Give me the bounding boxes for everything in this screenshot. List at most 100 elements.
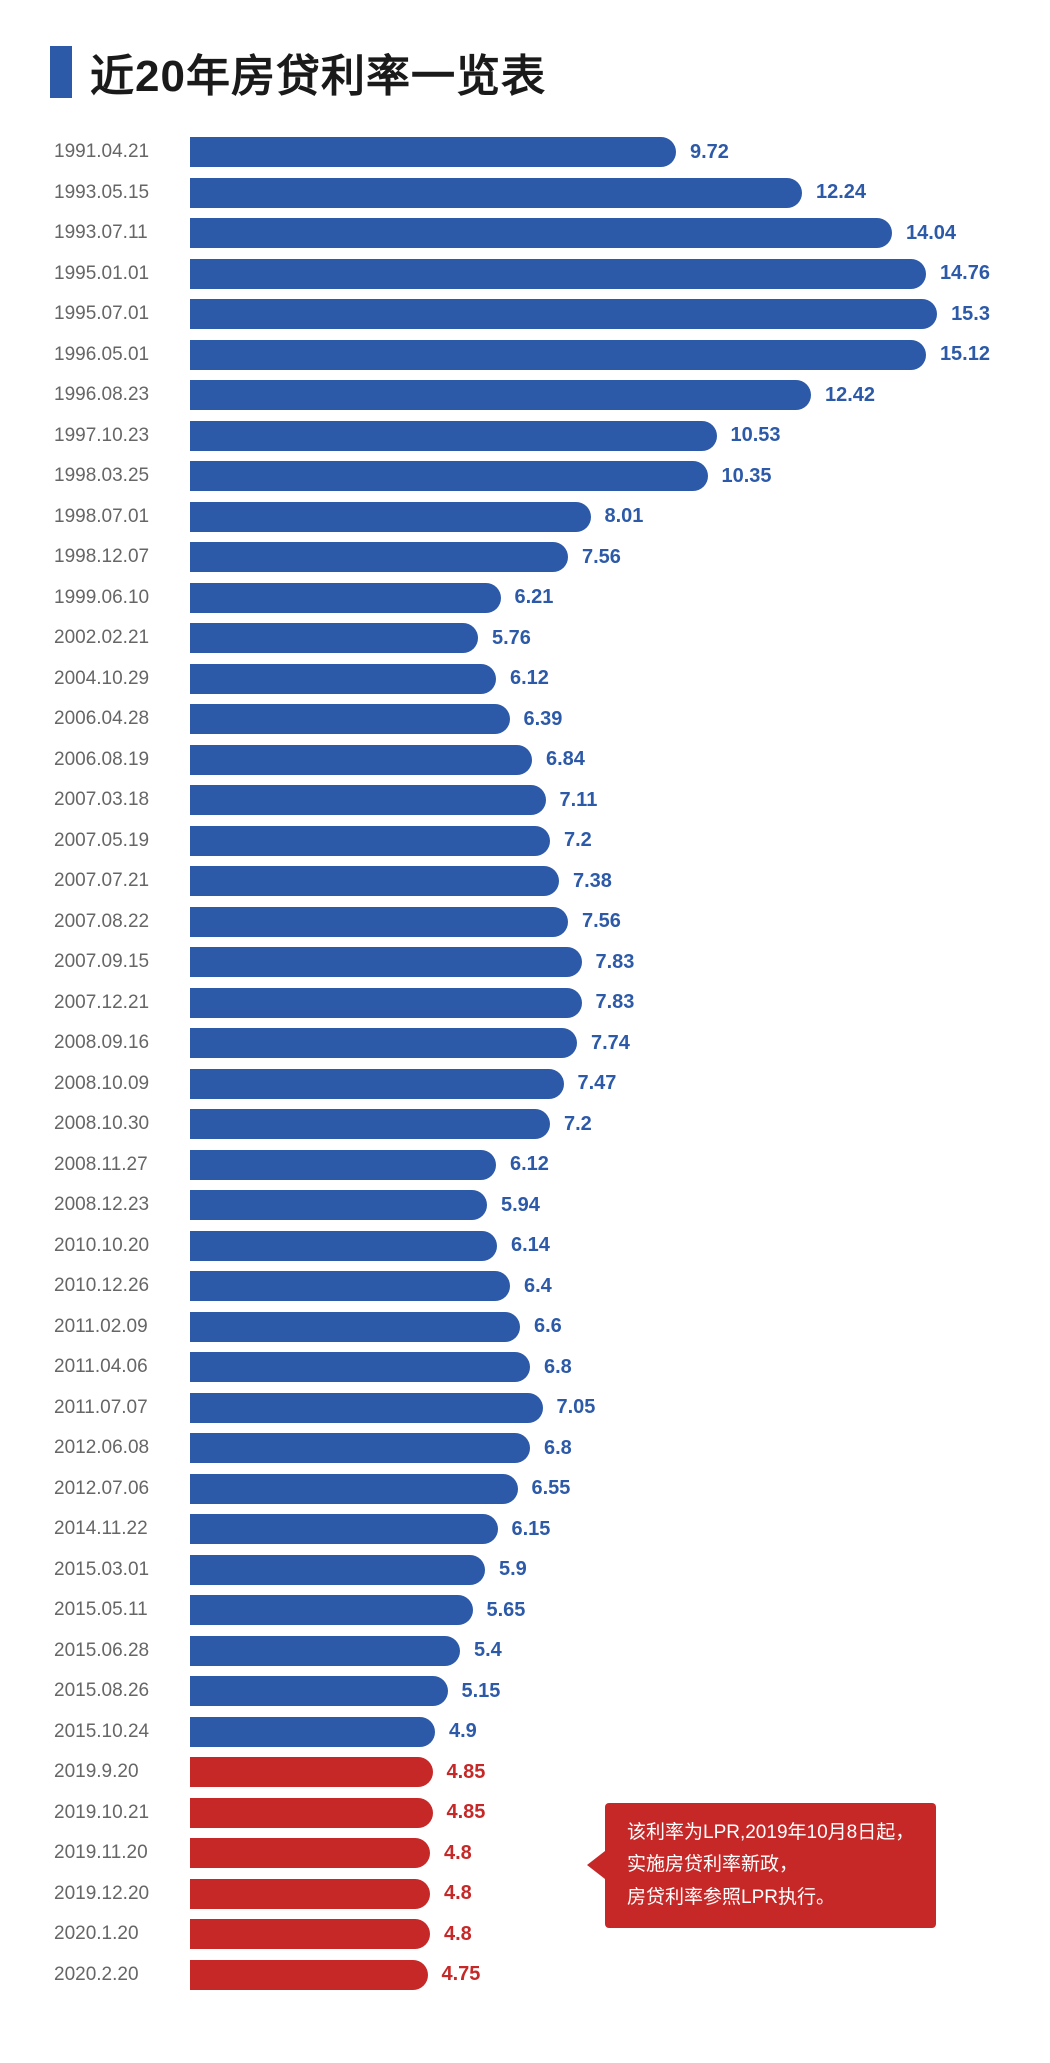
bar-track: 4.85 [190,1757,990,1787]
value-label: 4.8 [444,1842,472,1865]
chart-row: 1993.05.1512.24 [50,173,990,214]
callout-line: 该利率为LPR,2019年10月8日起， [627,1817,914,1849]
bar-track: 6.4 [190,1271,990,1301]
chart-row: 1996.08.2312.42 [50,375,990,416]
bar [190,1474,518,1504]
bar [190,1960,428,1990]
chart-row: 2012.06.086.8 [50,1428,990,1469]
value-label: 7.56 [582,546,621,569]
bar-track: 15.3 [190,299,990,329]
value-label: 7.2 [564,829,592,852]
date-label: 2015.08.26 [50,1680,190,1702]
date-label: 2007.07.21 [50,870,190,892]
bar [190,704,510,734]
value-label: 6.14 [511,1234,550,1257]
bar [190,1352,530,1382]
chart-row: 2010.10.206.14 [50,1226,990,1267]
bar [190,1838,430,1868]
bar [190,421,717,451]
date-label: 1999.06.10 [50,587,190,609]
date-label: 2012.06.08 [50,1437,190,1459]
value-label: 12.42 [825,384,875,407]
bar [190,1271,510,1301]
bar [190,866,559,896]
bar [190,1433,530,1463]
bar-track: 6.12 [190,664,990,694]
chart-row: 2010.12.266.4 [50,1266,990,1307]
value-label: 4.9 [449,1720,477,1743]
chart-row: 2011.07.077.05 [50,1388,990,1429]
date-label: 2014.11.22 [50,1518,190,1540]
value-label: 15.3 [951,303,990,326]
bar-track: 6.84 [190,745,990,775]
bar-track: 6.21 [190,583,990,613]
value-label: 5.15 [462,1680,501,1703]
chart-row: 2007.12.217.83 [50,983,990,1024]
date-label: 2015.03.01 [50,1559,190,1581]
date-label: 2010.12.26 [50,1275,190,1297]
bar [190,461,708,491]
bar-chart: 1991.04.219.721993.05.1512.241993.07.111… [50,132,990,1995]
bar [190,502,591,532]
value-label: 15.12 [940,343,990,366]
bar-track: 7.47 [190,1069,990,1099]
bar [190,340,926,370]
bar [190,1150,496,1180]
date-label: 2015.05.11 [50,1599,190,1621]
chart-row: 2006.08.196.84 [50,740,990,781]
date-label: 2011.02.09 [50,1316,190,1338]
date-label: 2020.1.20 [50,1923,190,1945]
date-label: 2012.07.06 [50,1478,190,1500]
value-label: 6.12 [510,667,549,690]
date-label: 2006.04.28 [50,708,190,730]
callout-line: 房贷利率参照LPR执行。 [627,1882,914,1914]
bar [190,785,546,815]
chart-row: 2014.11.226.15 [50,1509,990,1550]
chart-row: 2004.10.296.12 [50,659,990,700]
chart-row: 2012.07.066.55 [50,1469,990,1510]
bar-track: 6.55 [190,1474,990,1504]
date-label: 1997.10.23 [50,425,190,447]
chart-row: 1995.01.0114.76 [50,254,990,295]
bar-track: 7.56 [190,907,990,937]
bar [190,1190,487,1220]
value-label: 5.65 [487,1599,526,1622]
chart-row: 1991.04.219.72 [50,132,990,173]
chart-row: 2007.07.217.38 [50,861,990,902]
bar [190,1393,543,1423]
bar [190,1717,435,1747]
value-label: 5.9 [499,1558,527,1581]
bar [190,1231,497,1261]
bar-track: 7.56 [190,542,990,572]
chart-row: 2008.12.235.94 [50,1185,990,1226]
bar [190,1879,430,1909]
date-label: 2008.11.27 [50,1154,190,1176]
header-accent-bar [50,46,72,98]
date-label: 2007.12.21 [50,992,190,1014]
date-label: 2008.09.16 [50,1032,190,1054]
bar [190,1514,498,1544]
date-label: 1991.04.21 [50,141,190,163]
bar-track: 6.39 [190,704,990,734]
date-label: 1995.07.01 [50,303,190,325]
value-label: 5.4 [474,1639,502,1662]
date-label: 2007.03.18 [50,789,190,811]
bar [190,1757,433,1787]
bar-track: 7.83 [190,988,990,1018]
value-label: 7.2 [564,1113,592,1136]
chart-row: 2008.10.097.47 [50,1064,990,1105]
value-label: 6.39 [524,708,563,731]
bar [190,1595,473,1625]
value-label: 6.6 [534,1315,562,1338]
bar-track: 10.35 [190,461,990,491]
date-label: 2011.07.07 [50,1397,190,1419]
bar-track: 6.8 [190,1433,990,1463]
chart-row: 2002.02.215.76 [50,618,990,659]
value-label: 7.47 [578,1072,617,1095]
date-label: 2019.12.20 [50,1883,190,1905]
bar-track: 4.9 [190,1717,990,1747]
value-label: 4.85 [447,1761,486,1784]
chart-row: 2011.02.09 6.6 [50,1307,990,1348]
chart-row: 1997.10.2310.53 [50,416,990,457]
date-label: 1993.05.15 [50,182,190,204]
